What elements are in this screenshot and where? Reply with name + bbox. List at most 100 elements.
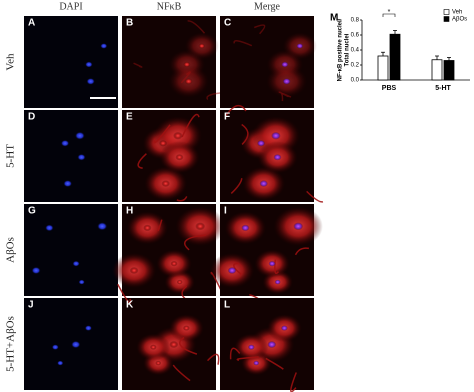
panel-letter: E xyxy=(126,112,133,123)
row-label: 5-HT xyxy=(5,144,17,168)
cell-process xyxy=(176,196,188,202)
nucleus xyxy=(31,266,41,274)
cell-process xyxy=(207,353,220,365)
nucleus xyxy=(97,222,108,231)
cell-process xyxy=(265,357,284,370)
nucleus xyxy=(274,279,281,285)
bar xyxy=(443,60,455,81)
micrograph xyxy=(24,204,118,296)
nucleus xyxy=(176,279,183,285)
nucleus xyxy=(281,61,289,68)
nucleus xyxy=(257,140,266,147)
y-axis-label: Total nuclei xyxy=(345,33,351,66)
cell-process xyxy=(225,104,247,117)
row-label: 5-HT+AβOs xyxy=(5,316,17,372)
cell-process xyxy=(278,91,284,102)
panel-letter: G xyxy=(28,206,36,217)
micrograph xyxy=(24,298,118,390)
nucleus xyxy=(183,61,191,68)
micrograph xyxy=(24,110,118,202)
y-tick-label: 0.4 xyxy=(351,48,360,54)
nucleus xyxy=(77,154,86,161)
nucleus xyxy=(78,279,85,285)
cell-process xyxy=(181,113,200,138)
panel-letter: K xyxy=(126,300,134,311)
micrograph-background xyxy=(24,204,118,296)
cell-process xyxy=(184,234,206,251)
nucleus xyxy=(170,260,178,267)
nucleus xyxy=(267,340,277,349)
column-header: NFκB xyxy=(157,1,182,12)
nucleus xyxy=(173,131,183,140)
cell-process xyxy=(180,71,191,84)
nucleus xyxy=(227,266,237,274)
significance-bracket xyxy=(382,13,396,17)
nucleus xyxy=(271,131,281,140)
x-tick-label: 5-HT xyxy=(435,85,451,92)
cell-process xyxy=(153,124,171,144)
nucleus xyxy=(75,131,85,140)
micrograph xyxy=(220,16,317,108)
nucleus xyxy=(84,325,92,331)
cell-process xyxy=(172,364,191,382)
row-label: Veh xyxy=(5,53,17,71)
nucleus xyxy=(86,78,95,85)
significance-annotation: * xyxy=(388,9,391,16)
column-header: DAPI xyxy=(59,1,82,12)
nucleus xyxy=(282,78,291,85)
legend-swatch xyxy=(443,16,450,22)
micrograph xyxy=(122,110,216,202)
nucleus xyxy=(175,154,184,161)
nucleus xyxy=(155,360,162,366)
cell-process xyxy=(290,372,297,392)
nucleus xyxy=(45,224,54,232)
nucleus xyxy=(159,140,168,147)
nucleus xyxy=(241,224,250,232)
panel-letter: A xyxy=(28,18,35,29)
cell-process xyxy=(294,247,310,256)
cell-process xyxy=(241,123,249,145)
nucleus xyxy=(63,180,72,188)
micrograph xyxy=(24,16,118,108)
micrograph xyxy=(220,104,324,203)
nucleus xyxy=(259,180,268,188)
nucleus xyxy=(71,340,81,349)
cell-process xyxy=(137,153,147,169)
nucleus xyxy=(129,266,139,274)
micrograph xyxy=(112,204,225,307)
legend-label: AβOs xyxy=(452,17,467,23)
micrograph-background xyxy=(24,16,118,108)
nucleus xyxy=(169,340,179,349)
y-tick-label: 0.8 xyxy=(351,18,360,24)
y-tick-label: 0.2 xyxy=(351,63,360,69)
panel-letter: I xyxy=(224,206,227,217)
panel-letter: C xyxy=(224,18,231,29)
nucleus xyxy=(273,154,282,161)
micrograph xyxy=(122,16,222,108)
nucleus xyxy=(143,224,152,232)
cell-process xyxy=(233,262,242,275)
legend-swatch xyxy=(443,9,450,15)
nucleus xyxy=(85,61,93,68)
bar xyxy=(377,55,389,81)
y-tick-label: 0.0 xyxy=(351,78,360,84)
panel-letter: L xyxy=(224,300,230,311)
panel-letter: H xyxy=(126,206,133,217)
nucleus xyxy=(198,43,206,49)
cell-process xyxy=(233,40,253,47)
bar xyxy=(389,33,401,81)
y-tick-label: 0.6 xyxy=(351,33,360,39)
cell-process xyxy=(230,178,243,195)
row-label: AβOs xyxy=(5,237,17,263)
nucleus xyxy=(296,43,304,49)
micrograph xyxy=(116,283,220,390)
nucleus xyxy=(182,325,190,331)
panel-letter: D xyxy=(28,112,35,123)
y-axis-label: NF-κB positive nuclei/ xyxy=(338,18,344,81)
micrograph xyxy=(210,204,323,312)
x-tick-label: PBS xyxy=(382,85,397,92)
panel-letter: M xyxy=(330,13,338,24)
nucleus xyxy=(51,344,59,350)
nucleus xyxy=(100,43,108,49)
